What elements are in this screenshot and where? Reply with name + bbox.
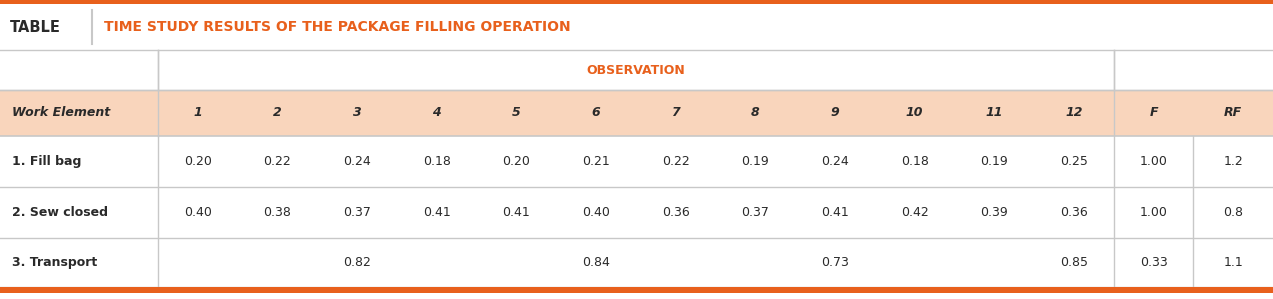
Text: 0.85: 0.85 [1060, 256, 1088, 269]
Text: 0.41: 0.41 [821, 206, 849, 219]
Text: 1. Fill bag: 1. Fill bag [11, 155, 81, 168]
Text: 0.42: 0.42 [901, 206, 928, 219]
Text: 0.40: 0.40 [183, 206, 211, 219]
Text: 0.84: 0.84 [582, 256, 610, 269]
Text: 0.37: 0.37 [344, 206, 370, 219]
Text: 6: 6 [592, 106, 601, 120]
Text: 0.22: 0.22 [662, 155, 690, 168]
Bar [0, 238, 1273, 287]
Text: 0.41: 0.41 [503, 206, 531, 219]
Bar [0, 187, 1273, 238]
Text: 0.82: 0.82 [344, 256, 370, 269]
Text: 0.33: 0.33 [1139, 256, 1167, 269]
Text: 0.19: 0.19 [741, 155, 769, 168]
Bar [0, 4, 1273, 50]
Text: 0.18: 0.18 [901, 155, 928, 168]
Text: 1.00: 1.00 [1139, 155, 1167, 168]
Text: 0.19: 0.19 [980, 155, 1008, 168]
Bar [0, 50, 1273, 90]
Text: 0.40: 0.40 [582, 206, 610, 219]
Text: 1.2: 1.2 [1223, 155, 1242, 168]
Bar [0, 90, 1273, 136]
Text: 0.8: 0.8 [1223, 206, 1244, 219]
Text: F: F [1150, 106, 1157, 120]
Text: 0.21: 0.21 [582, 155, 610, 168]
Text: 0.73: 0.73 [821, 256, 849, 269]
Text: 0.25: 0.25 [1060, 155, 1088, 168]
Text: 0.36: 0.36 [1060, 206, 1087, 219]
Text: 3. Transport: 3. Transport [11, 256, 97, 269]
Text: 12: 12 [1066, 106, 1082, 120]
Text: 0.39: 0.39 [980, 206, 1008, 219]
Text: 4: 4 [433, 106, 442, 120]
Bar [0, 287, 1273, 293]
Text: 8: 8 [751, 106, 760, 120]
Text: TIME STUDY RESULTS OF THE PACKAGE FILLING OPERATION: TIME STUDY RESULTS OF THE PACKAGE FILLIN… [104, 20, 570, 34]
Text: 0.36: 0.36 [662, 206, 690, 219]
Text: 2: 2 [274, 106, 281, 120]
Text: RF: RF [1225, 106, 1242, 120]
Text: 2. Sew closed: 2. Sew closed [11, 206, 108, 219]
Text: 1.00: 1.00 [1139, 206, 1167, 219]
Text: TABLE: TABLE [10, 19, 61, 34]
Text: 7: 7 [671, 106, 680, 120]
Text: 9: 9 [830, 106, 839, 120]
Text: 0.24: 0.24 [344, 155, 370, 168]
Text: 0.38: 0.38 [264, 206, 292, 219]
Text: 0.20: 0.20 [503, 155, 531, 168]
Text: 1: 1 [193, 106, 202, 120]
Text: 0.18: 0.18 [423, 155, 451, 168]
Text: 0.37: 0.37 [741, 206, 769, 219]
Text: 0.22: 0.22 [264, 155, 292, 168]
Text: 5: 5 [512, 106, 521, 120]
Text: 3: 3 [353, 106, 362, 120]
Text: 0.20: 0.20 [183, 155, 211, 168]
Text: 10: 10 [906, 106, 923, 120]
Text: 0.24: 0.24 [821, 155, 849, 168]
Text: 0.41: 0.41 [423, 206, 451, 219]
Bar [0, 136, 1273, 187]
Text: OBSERVATION: OBSERVATION [587, 63, 685, 77]
Text: 11: 11 [985, 106, 1003, 120]
Text: 1.1: 1.1 [1223, 256, 1242, 269]
Text: Work Element: Work Element [11, 106, 111, 120]
Bar [0, 0, 1273, 4]
